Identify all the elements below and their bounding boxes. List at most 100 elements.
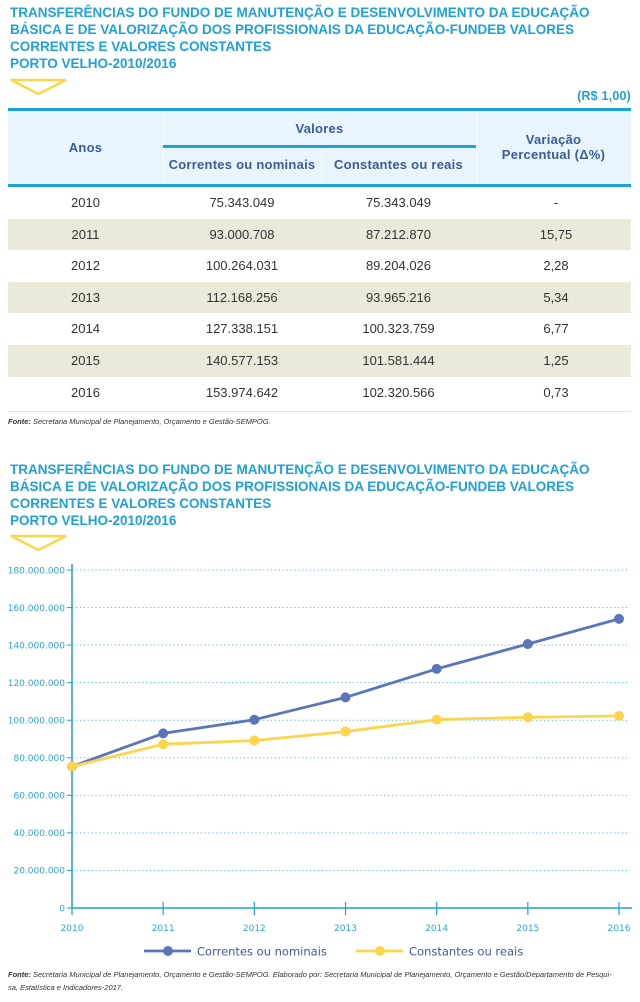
header-variacao-line2: Percentual (Δ%) bbox=[501, 147, 606, 162]
data-point bbox=[158, 728, 169, 739]
cell-correntes: 140.577.153 bbox=[205, 353, 279, 368]
table-header-bottom-border bbox=[8, 184, 631, 187]
data-point bbox=[340, 726, 351, 737]
y-tick-label: 120.000.000 bbox=[8, 679, 66, 689]
cell-year: 2015 bbox=[71, 353, 100, 368]
cell-variacao: 0,73 bbox=[543, 384, 569, 400]
data-table: Anos Valores Correntes ou nominais Const… bbox=[8, 108, 631, 412]
table-title-line: PORTO VELHO-2010/2016 bbox=[10, 56, 177, 71]
cell-variacao: 6,77 bbox=[543, 321, 569, 337]
cell-variacao: - bbox=[553, 195, 559, 210]
x-tick-label: 2014 bbox=[425, 924, 448, 934]
cell-constantes: 89.204.026 bbox=[365, 258, 432, 274]
source-line-1: Fonte: Secretaria Municipal de Planejame… bbox=[8, 968, 612, 981]
cell-correntes: 112.168.256 bbox=[206, 289, 278, 305]
header-variacao-line1: Variação bbox=[525, 132, 582, 147]
cell-correntes: 93.000.708 bbox=[209, 226, 275, 242]
cell-variacao: 1,25 bbox=[543, 353, 569, 368]
cell-year: 2012 bbox=[71, 258, 100, 274]
data-point bbox=[431, 714, 442, 725]
table-title-line: CORRENTES E VALORES CONSTANTES bbox=[10, 39, 272, 54]
y-tick-label: 80.000.000 bbox=[13, 754, 65, 764]
cell-year: 2014 bbox=[71, 321, 100, 337]
data-point bbox=[431, 663, 442, 674]
valores-group-border bbox=[163, 145, 476, 148]
source-line-2: sa, Estatística e Indicadores-2017. bbox=[8, 983, 124, 992]
data-point bbox=[158, 739, 169, 750]
cell-variacao: 15,75 bbox=[539, 226, 573, 242]
header-divider bbox=[321, 148, 322, 184]
table-row: 2015 140.577.153 101.581.444 1,25 bbox=[8, 345, 631, 377]
chart-title-line: CORRENTES E VALORES CONSTANTES bbox=[10, 496, 272, 511]
table-top-border bbox=[8, 108, 631, 111]
header-correntes: Correntes ou nominais bbox=[168, 157, 316, 172]
y-tick-label: 160.000.000 bbox=[8, 604, 66, 614]
x-tick-label: 2010 bbox=[61, 924, 84, 934]
table-title: TRANSFERÊNCIAS DO FUNDO DE MANUTENÇÃO E … bbox=[10, 4, 590, 72]
table-row: 2012 100.264.031 89.204.026 2,28 bbox=[8, 250, 631, 282]
header-constantes: Constantes ou reais bbox=[333, 157, 463, 172]
header-anos: Anos bbox=[68, 140, 103, 155]
x-tick-label: 2012 bbox=[243, 924, 266, 934]
x-tick-label: 2015 bbox=[516, 924, 539, 934]
x-tick-label: 2013 bbox=[334, 924, 357, 934]
cell-year: 2013 bbox=[71, 289, 100, 305]
cell-constantes: 93.965.216 bbox=[365, 289, 432, 305]
legend-marker-icon bbox=[375, 946, 385, 956]
cell-variacao: 2,28 bbox=[543, 258, 569, 274]
cell-constantes: 75.343.049 bbox=[365, 195, 432, 210]
x-tick-label: 2011 bbox=[152, 924, 175, 934]
line-chart: 0 20.000.000 40.000.000 60.000.000 80.000.00… bbox=[8, 564, 632, 958]
cell-constantes: 101.581.444 bbox=[362, 353, 435, 368]
cell-year: 2010 bbox=[71, 195, 100, 210]
source-label: Fonte: bbox=[8, 970, 31, 979]
table-title-line: TRANSFERÊNCIAS DO FUNDO DE MANUTENÇÃO E … bbox=[10, 5, 590, 20]
data-point bbox=[614, 613, 624, 624]
triangle-marker-icon bbox=[10, 78, 67, 96]
data-point bbox=[249, 735, 260, 746]
legend-marker-icon bbox=[163, 946, 173, 956]
header-valores: Valores bbox=[295, 121, 344, 136]
table-row: 2014 127.338.151 100.323.759 6,77 bbox=[8, 313, 631, 345]
table-row: 2011 93.000.708 87.212.870 15,75 bbox=[8, 218, 631, 251]
chart-title-line: PORTO VELHO-2010/2016 bbox=[10, 513, 177, 528]
y-tick-label: 40.000.000 bbox=[13, 829, 65, 839]
cell-variacao: 5,34 bbox=[543, 289, 569, 305]
currency-unit: (R$ 1,00) bbox=[577, 89, 631, 103]
y-tick-label: 100.000.000 bbox=[8, 717, 66, 727]
y-tick-label: 180.000.000 bbox=[8, 566, 66, 576]
cell-correntes: 153.974.642 bbox=[205, 384, 279, 400]
data-point bbox=[67, 761, 77, 772]
cell-correntes: 127.338.151 bbox=[205, 321, 279, 337]
data-point bbox=[614, 710, 624, 721]
source-text: Secretaria Municipal de Planejamento, Or… bbox=[30, 417, 271, 426]
cell-year: 2011 bbox=[71, 226, 100, 242]
source-label: Fonte: bbox=[8, 417, 31, 426]
series-line-constantes bbox=[71, 714, 620, 768]
table-source-note: Fonte: Secretaria Municipal de Planejame… bbox=[8, 415, 271, 428]
data-point bbox=[249, 714, 260, 725]
y-tick-label: 0 bbox=[59, 904, 65, 914]
chart-title: TRANSFERÊNCIAS DO FUNDO DE MANUTENÇÃO E … bbox=[10, 461, 590, 529]
cell-constantes: 102.320.566 bbox=[362, 384, 435, 400]
header-divider bbox=[476, 111, 477, 184]
table-row: 2010 75.343.049 75.343.049 - bbox=[8, 187, 631, 219]
y-tick-label: 60.000.000 bbox=[13, 792, 65, 802]
y-tick-label: 140.000.000 bbox=[8, 641, 66, 651]
data-point bbox=[522, 712, 533, 723]
y-tick-label: 20.000.000 bbox=[13, 867, 65, 877]
table-bottom-line bbox=[8, 411, 631, 412]
source-text: Secretaria Municipal de Planejamento, Or… bbox=[30, 970, 612, 979]
data-point bbox=[522, 639, 533, 650]
chart-source-note: Fonte: Secretaria Municipal de Planejame… bbox=[8, 968, 612, 994]
x-tick-label: 2016 bbox=[608, 924, 631, 934]
chart-title-line: TRANSFERÊNCIAS DO FUNDO DE MANUTENÇÃO E … bbox=[10, 462, 590, 477]
cell-constantes: 100.323.759 bbox=[362, 321, 435, 337]
data-point bbox=[340, 692, 351, 703]
legend-label: Constantes ou reais bbox=[409, 944, 523, 958]
table-row: 2016 153.974.642 102.320.566 0,73 bbox=[8, 377, 631, 409]
cell-constantes: 87.212.870 bbox=[365, 226, 432, 242]
legend-label: Correntes ou nominais bbox=[197, 944, 327, 958]
cell-year: 2016 bbox=[71, 384, 100, 400]
cell-correntes: 100.264.031 bbox=[205, 258, 279, 274]
